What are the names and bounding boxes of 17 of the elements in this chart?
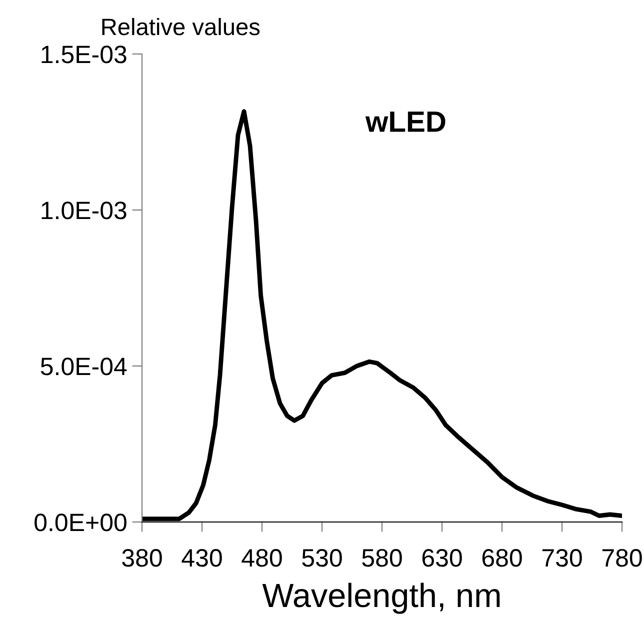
y-tick-label: 5.0E-04 [40, 358, 127, 376]
line-series [142, 109, 622, 522]
x-tick-label: 630 [422, 549, 462, 567]
annotation: wLED [365, 112, 446, 132]
x-tick-label: 780 [602, 549, 642, 567]
y-tick-label: 0.0E+00 [34, 514, 126, 532]
x-tick-label: 530 [302, 549, 342, 567]
x-tick-label: 580 [362, 549, 402, 567]
x-tick-label: 730 [542, 549, 582, 567]
x-axis-title: Wavelength, nm [262, 582, 500, 614]
x-tick-label: 430 [182, 549, 222, 567]
x-tick-label: 380 [122, 549, 162, 567]
x-tick-label: 680 [482, 549, 522, 567]
y-axis-title: Relative values [102, 18, 260, 36]
y-tick-label: 1.0E-03 [42, 202, 126, 220]
y-tick-label: 1.5E-03 [42, 46, 126, 64]
x-tick-label: 480 [242, 549, 282, 567]
